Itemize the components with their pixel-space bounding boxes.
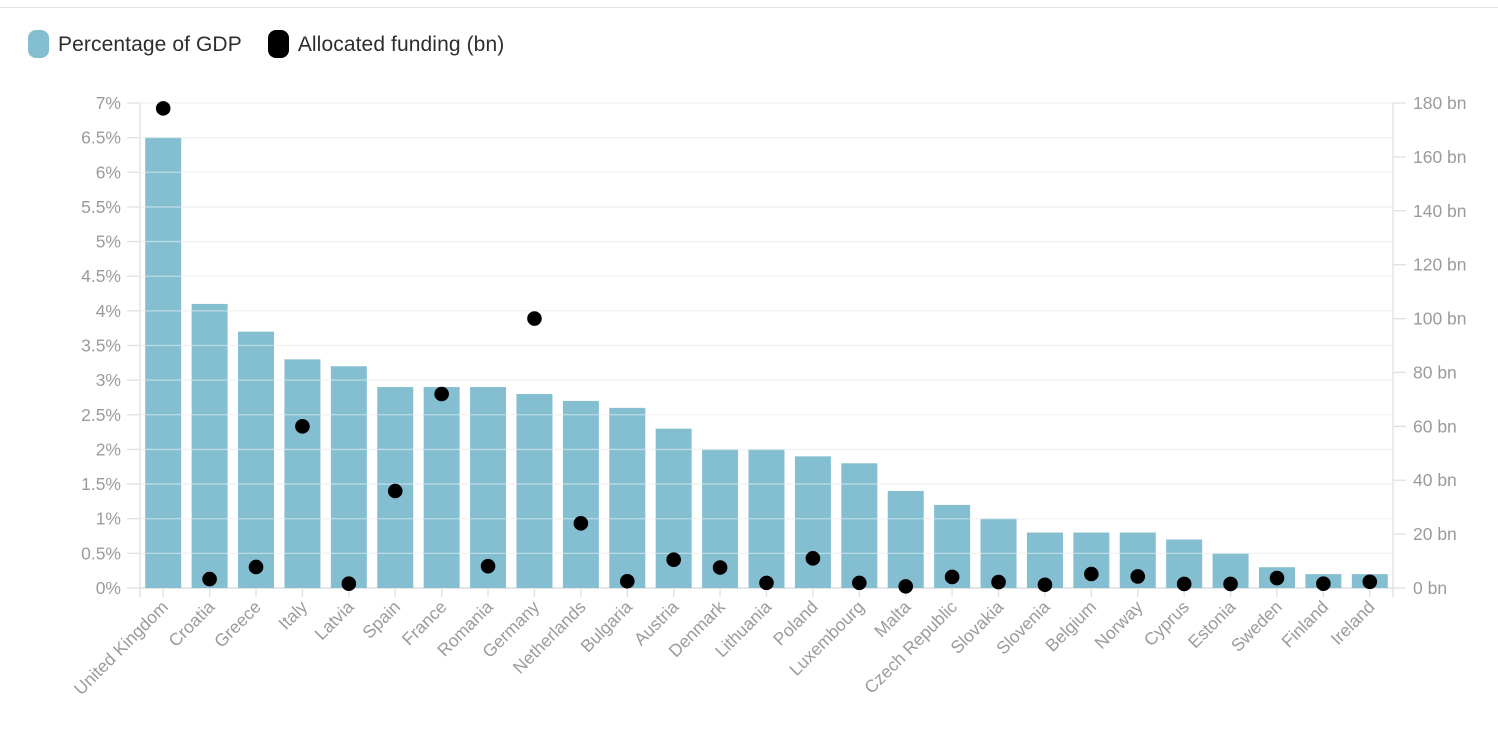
right-axis-label-100 bn: 100 bn — [1413, 309, 1467, 329]
bar-netherlands[interactable] — [562, 400, 599, 588]
bar-latvia[interactable] — [330, 366, 367, 588]
left-axis-label-1%: 1% — [96, 509, 121, 529]
x-axis-label-sweden: Sweden — [1227, 597, 1286, 656]
right-axis-label-60 bn: 60 bn — [1413, 416, 1457, 436]
dot-cyprus[interactable] — [1176, 576, 1192, 592]
x-axis-label-belgium: Belgium — [1041, 597, 1100, 656]
left-axis-label-3%: 3% — [96, 370, 121, 390]
right-axis-label-140 bn: 140 bn — [1413, 201, 1467, 221]
dot-italy[interactable] — [295, 419, 310, 434]
right-axis-label-180 bn: 180 bn — [1413, 93, 1467, 113]
bar-poland[interactable] — [794, 456, 831, 588]
dot-france[interactable] — [434, 386, 449, 402]
dot-estonia[interactable] — [1223, 576, 1238, 592]
bar-romania[interactable] — [470, 387, 507, 588]
x-axis-label-cyprus: Cyprus — [1140, 597, 1194, 651]
dot-sweden[interactable] — [1269, 570, 1285, 586]
left-axis-label-2.5%: 2.5% — [81, 405, 121, 425]
right-axis-label-0 bn: 0 bn — [1413, 578, 1447, 598]
bar-lithuania[interactable] — [748, 449, 785, 588]
dot-belgium[interactable] — [1084, 566, 1099, 582]
left-axis-label-0%: 0% — [96, 578, 121, 598]
x-axis-label-ireland: Ireland — [1327, 597, 1379, 649]
right-axis-label-80 bn: 80 bn — [1413, 362, 1457, 382]
right-axis-label-20 bn: 20 bn — [1413, 524, 1457, 544]
bar-croatia[interactable] — [191, 303, 228, 588]
dot-norway[interactable] — [1130, 569, 1146, 584]
left-axis-label-4.5%: 4.5% — [81, 266, 121, 286]
dot-greece[interactable] — [248, 559, 264, 575]
right-axis-label-40 bn: 40 bn — [1413, 470, 1457, 490]
x-axis-label-greece: Greece — [210, 597, 265, 652]
legend-label-percentage-of-gdp: Percentage of GDP — [58, 32, 242, 56]
top-divider — [0, 7, 1498, 8]
right-axis-label-120 bn: 120 bn — [1413, 255, 1467, 275]
dot-poland[interactable] — [805, 551, 821, 566]
left-axis-label-6%: 6% — [96, 162, 121, 182]
dot-finland[interactable] — [1316, 576, 1331, 591]
x-axis-label-norway: Norway — [1090, 597, 1146, 653]
bar-france[interactable] — [423, 387, 460, 588]
dot-czech-republic[interactable] — [944, 569, 960, 585]
left-axis-label-5%: 5% — [96, 232, 121, 252]
dot-luxembourg[interactable] — [852, 575, 867, 591]
dot-bulgaria[interactable] — [619, 573, 635, 589]
dot-united-kingdom[interactable] — [155, 101, 171, 116]
dot-latvia[interactable] — [341, 576, 357, 591]
x-axis-label-united-kingdom: United Kingdom — [70, 597, 172, 699]
dot-netherlands[interactable] — [573, 516, 589, 531]
dot-germany[interactable] — [527, 311, 542, 326]
dot-malta[interactable] — [898, 579, 914, 594]
dot-denmark[interactable] — [712, 560, 728, 575]
dot-austria[interactable] — [666, 552, 681, 568]
left-axis-label-5.5%: 5.5% — [81, 197, 121, 217]
legend-swatch-percentage-of-gdp — [28, 30, 49, 58]
legend-item-percentage-of-gdp: Percentage of GDP — [28, 30, 242, 58]
left-axis-label-3.5%: 3.5% — [81, 336, 121, 356]
left-axis-label-1.5%: 1.5% — [81, 474, 121, 494]
x-axis-label-croatia: Croatia — [164, 597, 218, 651]
left-axis-label-7%: 7% — [96, 93, 121, 113]
dot-spain[interactable] — [387, 483, 403, 499]
dot-romania[interactable] — [480, 558, 496, 574]
left-axis-label-0.5%: 0.5% — [81, 543, 121, 563]
x-axis-label-bulgaria: Bulgaria — [577, 597, 637, 657]
bar-germany[interactable] — [516, 394, 553, 588]
left-axis-label-6.5%: 6.5% — [81, 128, 121, 148]
legend-item-allocated-funding: Allocated funding (bn) — [267, 30, 505, 58]
dot-lithuania[interactable] — [759, 575, 774, 591]
x-axis-label-italy: Italy — [274, 597, 311, 634]
left-axis-label-4%: 4% — [96, 301, 121, 321]
x-axis-label-finland: Finland — [1277, 597, 1332, 652]
dot-croatia[interactable] — [202, 571, 217, 587]
x-axis-label-latvia: Latvia — [310, 597, 357, 644]
bar-united-kingdom[interactable] — [145, 137, 182, 588]
dot-slovakia[interactable] — [991, 574, 1006, 590]
bar-italy[interactable] — [284, 359, 321, 588]
right-axis-label-160 bn: 160 bn — [1413, 147, 1467, 167]
bar-luxembourg[interactable] — [841, 463, 878, 588]
bar-bulgaria[interactable] — [609, 407, 646, 588]
bar-malta[interactable] — [887, 491, 924, 588]
dot-slovenia[interactable] — [1037, 577, 1053, 593]
bar-greece[interactable] — [238, 331, 275, 588]
left-axis-label-2%: 2% — [96, 439, 121, 459]
legend-label-allocated-funding: Allocated funding (bn) — [297, 32, 505, 56]
dot-ireland[interactable] — [1362, 574, 1378, 590]
chart-legend: Percentage of GDP Allocated funding (bn) — [28, 30, 504, 58]
legend-swatch-allocated-funding — [267, 30, 289, 58]
